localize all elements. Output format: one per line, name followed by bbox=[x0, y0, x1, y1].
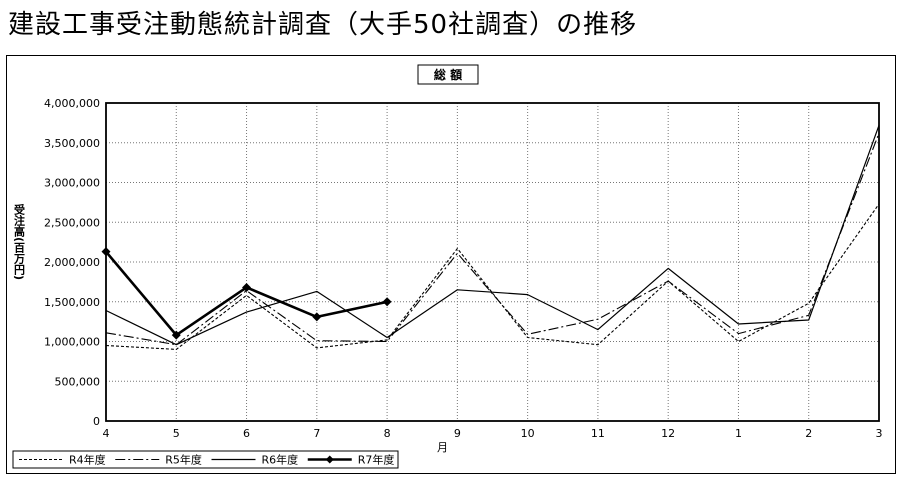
x-tick-label: 8 bbox=[384, 427, 391, 440]
legend-label-2: R5年度 bbox=[165, 453, 202, 467]
data-point-marker bbox=[101, 247, 111, 257]
legend-label-4: R7年度 bbox=[358, 453, 395, 467]
y-tick-label: 2,000,000 bbox=[44, 256, 100, 269]
x-tick-label: 3 bbox=[876, 427, 883, 440]
x-tick-label: 2 bbox=[805, 427, 812, 440]
series-line-2 bbox=[105, 133, 880, 346]
y-tick-label: 2,500,000 bbox=[44, 216, 100, 229]
y-tick-label: 500,000 bbox=[55, 375, 101, 388]
y-tick-label: 1,000,000 bbox=[44, 336, 100, 349]
y-axis-label: 受注高(百万円) bbox=[13, 203, 27, 280]
y-tick-label: 4,000,000 bbox=[44, 97, 100, 110]
x-tick-label: 1 bbox=[735, 427, 742, 440]
data-point-marker bbox=[242, 282, 252, 292]
data-point-marker bbox=[382, 297, 392, 307]
series-line-1 bbox=[105, 203, 880, 350]
x-tick-label: 11 bbox=[591, 427, 605, 440]
chart-title-box bbox=[417, 64, 479, 85]
y-tick-label: 1,500,000 bbox=[44, 296, 100, 309]
x-tick-label: 7 bbox=[313, 427, 320, 440]
legend-label-3: R6年度 bbox=[262, 453, 299, 467]
chart-frame: 総 額 0 500,000 1,000,000 1,500,000 2,000,000 2… bbox=[6, 55, 896, 474]
data-point-marker bbox=[312, 312, 322, 322]
legend-box bbox=[12, 450, 399, 469]
data-point-marker bbox=[171, 330, 181, 340]
y-tick-label: 3,000,000 bbox=[44, 177, 100, 190]
x-tick-label: 6 bbox=[243, 427, 250, 440]
legend-label-1: R4年度 bbox=[69, 453, 106, 467]
y-tick-label: 3,500,000 bbox=[44, 137, 100, 150]
y-tick-label: 0 bbox=[93, 415, 100, 428]
x-tick-label: 10 bbox=[521, 427, 535, 440]
x-tick-label: 4 bbox=[103, 427, 110, 440]
x-axis-label: 月 bbox=[437, 441, 448, 454]
series-line-3 bbox=[105, 125, 880, 346]
line-chart: 総 額 0 500,000 1,000,000 1,500,000 2,000,000 2… bbox=[12, 64, 883, 469]
x-tick-label: 5 bbox=[173, 427, 180, 440]
x-tick-label: 12 bbox=[661, 427, 675, 440]
x-tick-label: 9 bbox=[454, 427, 461, 440]
legend-marker bbox=[325, 455, 334, 464]
plot-area-border bbox=[105, 102, 880, 422]
chart-title: 総 額 bbox=[434, 67, 462, 82]
page-title: 建設工事受注動態統計調査（大手50社調査）の推移 bbox=[8, 10, 638, 40]
